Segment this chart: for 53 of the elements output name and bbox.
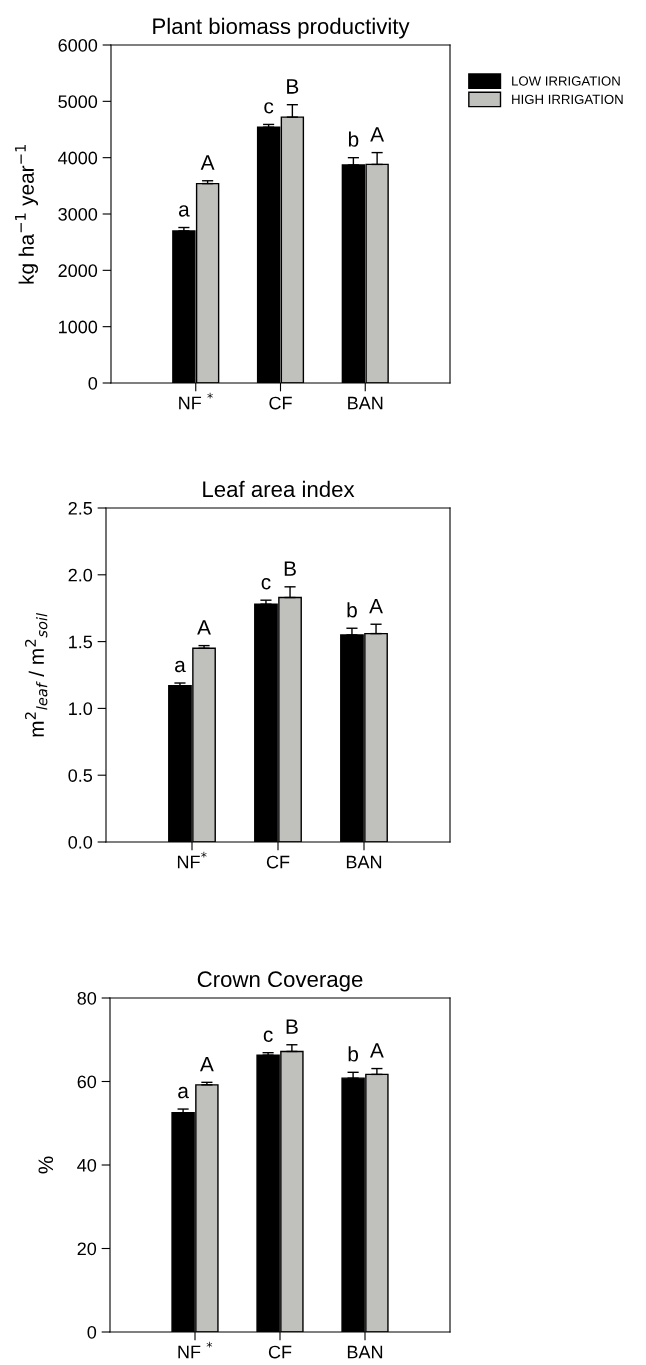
data-label: b [348, 131, 359, 147]
y-tick-label: 60 [77, 1075, 97, 1089]
y-axis-title: m$^{2}$$_{leaf}$ / m$^{2}$$_{soil}$ [24, 613, 48, 737]
x-tick-label: CF [269, 396, 292, 410]
data-label: A [200, 155, 215, 170]
data-label: c [263, 1030, 273, 1042]
data-label: b [347, 602, 357, 618]
data-label: c [264, 102, 274, 114]
x-tick-label: BAN [347, 1345, 383, 1359]
data-label: b [348, 1046, 359, 1062]
data-label: a [178, 1086, 189, 1099]
data-label: a [175, 660, 186, 673]
chart-title: Plant biomass productivity [153, 17, 410, 39]
chart-title: Crown Coverage [197, 971, 363, 992]
x-tick-label: BAN [348, 396, 383, 410]
y-tick-label: 80 [77, 991, 97, 1005]
y-tick-label: 3000 [58, 207, 98, 221]
y-tick-label: 1.5 [69, 635, 93, 649]
chart-title: Leaf area index [203, 480, 355, 498]
y-axis-title: % [38, 1156, 54, 1174]
x-tick-label: BAN [346, 855, 382, 869]
x-tick-label: NF $^{*}$ [178, 1341, 213, 1359]
y-tick-label: 0.0 [68, 835, 93, 849]
data-label: c [261, 577, 271, 590]
y-tick-label: 2000 [58, 264, 98, 278]
y-tick-label: 2.0 [68, 568, 93, 582]
y-tick-label: 5000 [58, 95, 98, 109]
y-tick-label: 6000 [58, 38, 98, 52]
data-label: B [286, 1019, 298, 1034]
data-label: A [369, 1043, 384, 1058]
y-tick-label: 0 [87, 1325, 97, 1339]
y-tick-label: 1.0 [69, 702, 93, 716]
x-tick-label: NF$^{*}$ [177, 851, 207, 869]
y-tick-label: 0.5 [68, 769, 93, 782]
data-label: a [178, 205, 190, 217]
data-label: A [197, 620, 211, 635]
y-tick-label: 20 [77, 1242, 97, 1256]
y-tick-label: 4000 [58, 151, 98, 165]
legend-label: HIGH IRRIGATION [512, 94, 623, 105]
y-axis-title: kg ha$^{−1}$ year$^{−1}$ [15, 145, 38, 284]
data-label: A [199, 1057, 214, 1072]
legend-label: LOW IRRIGATION [512, 76, 620, 86]
data-label: B [284, 561, 296, 576]
y-tick-label: 1000 [59, 320, 98, 334]
data-label: A [370, 127, 385, 142]
y-tick-label: 0 [88, 376, 98, 390]
x-tick-label: NF $^{*}$ [179, 392, 213, 410]
y-tick-label: 2.5 [68, 501, 93, 515]
x-tick-label: CF [266, 855, 290, 869]
y-tick-label: 40 [77, 1158, 97, 1172]
x-tick-label: CF [268, 1345, 292, 1359]
data-label: B [287, 79, 299, 94]
data-label: A [369, 598, 383, 614]
